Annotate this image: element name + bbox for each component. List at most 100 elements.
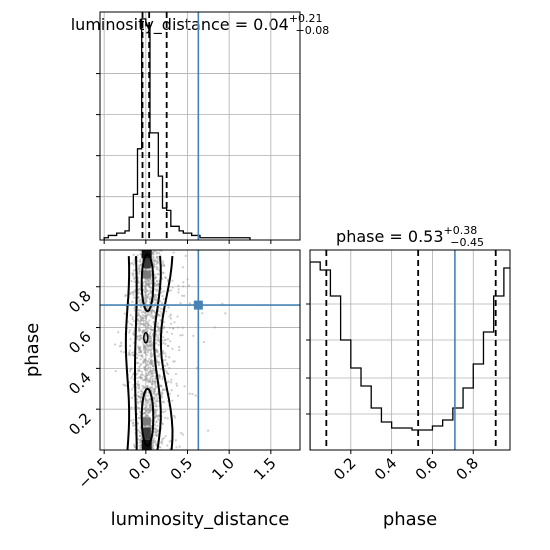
scatter-point — [158, 353, 161, 356]
scatter-point — [133, 320, 136, 323]
scatter-point — [178, 345, 181, 349]
scatter-point — [133, 424, 136, 427]
scatter-point — [159, 368, 162, 371]
scatter-point — [150, 353, 153, 356]
scatter-point — [162, 437, 165, 440]
contour-inner-bottom — [140, 387, 155, 448]
scatter-point — [123, 312, 126, 315]
scatter-point — [188, 392, 191, 395]
scatter-point — [158, 376, 161, 380]
scatter-point — [141, 311, 144, 314]
scatter-point — [137, 300, 141, 303]
scatter-point — [140, 318, 143, 321]
scatter-point — [160, 385, 163, 388]
scatter-point — [127, 351, 131, 354]
scatter-point — [142, 374, 145, 377]
scatter-point — [145, 372, 148, 376]
scatter-point — [163, 264, 166, 267]
scatter-point — [149, 348, 152, 351]
scatter-point — [146, 284, 149, 287]
b-y-tick-label-3: 0.8 — [65, 287, 95, 317]
scatter-point — [144, 288, 148, 291]
scatter-point — [155, 434, 158, 437]
scatter-point — [138, 264, 141, 267]
scatter-point — [146, 347, 149, 350]
scatter-point — [155, 333, 158, 336]
scatter-point — [146, 322, 149, 325]
joint-truth-marker — [193, 300, 203, 310]
scatter-point — [169, 313, 172, 316]
scatter-point — [131, 422, 134, 425]
c-x-tick-label-1: 0.4 — [371, 454, 401, 484]
scatter-point — [140, 437, 143, 441]
scatter-point — [136, 335, 139, 338]
scatter-point — [152, 256, 155, 259]
scatter-point — [161, 396, 164, 399]
scatter-point — [154, 282, 157, 285]
scatter-point — [147, 394, 150, 397]
scatter-point — [122, 351, 126, 354]
scatter-point — [159, 254, 162, 257]
scatter-point — [174, 372, 178, 376]
phase-marginal-plot — [310, 250, 510, 450]
scatter-point — [194, 394, 197, 397]
scatter-point — [114, 370, 117, 373]
scatter-point — [155, 342, 158, 345]
scatter-point — [188, 302, 191, 305]
scatter-point — [136, 400, 139, 403]
scatter-point — [153, 397, 156, 400]
scatter-point — [153, 305, 156, 308]
scatter-point — [144, 375, 147, 378]
scatter-point — [150, 343, 153, 346]
scatter-point — [139, 258, 142, 261]
scatter-point — [195, 367, 198, 370]
scatter-point — [162, 350, 165, 353]
scatter-point — [137, 351, 140, 354]
b-y-tick-label-2: 0.6 — [65, 328, 95, 358]
scatter-point — [150, 360, 153, 363]
scatter-point — [140, 370, 144, 373]
scatter-point — [133, 307, 136, 310]
scatter-point — [133, 296, 136, 299]
b-x-tick-label-0: −0.5 — [75, 454, 113, 492]
scatter-point — [152, 391, 156, 394]
scatter-point — [151, 439, 154, 442]
scatter-point — [159, 310, 162, 313]
scatter-point — [161, 442, 164, 445]
scatter-point — [129, 344, 132, 347]
xlabel-phase: phase — [383, 509, 437, 530]
scatter-point — [168, 367, 171, 370]
scatter-point — [139, 346, 142, 349]
scatter-point — [157, 283, 160, 286]
scatter-point — [154, 386, 157, 389]
scatter-point — [153, 437, 156, 440]
luminosity-distance-marginal-panel: luminosity_distance = 0.04+0.21 −0.08 — [71, 11, 329, 244]
scatter-point — [161, 377, 164, 381]
scatter-point — [138, 309, 141, 312]
scatter-point — [133, 276, 136, 279]
scatter-point — [145, 334, 148, 337]
scatter-point — [150, 408, 153, 412]
scatter-point — [137, 391, 140, 394]
scatter-point — [168, 356, 171, 359]
scatter-point — [167, 306, 170, 309]
scatter-point — [147, 292, 150, 295]
scatter-point — [138, 387, 141, 390]
scatter-point — [147, 312, 150, 316]
scatter-point — [177, 326, 180, 329]
scatter-point — [164, 276, 167, 279]
scatter-point — [142, 330, 145, 333]
scatter-point — [132, 418, 135, 421]
scatter-point — [162, 271, 165, 274]
density-block-3 — [142, 417, 151, 426]
scatter-point — [149, 315, 152, 318]
scatter-point — [120, 341, 123, 344]
b-x-tick-label-1: 0.0 — [125, 454, 155, 484]
scatter-point — [224, 312, 227, 315]
scatter-point — [138, 444, 141, 447]
luminosity-distance-marginal-ticks — [96, 73, 272, 244]
scatter-point — [207, 429, 210, 432]
scatter-point — [138, 430, 141, 433]
